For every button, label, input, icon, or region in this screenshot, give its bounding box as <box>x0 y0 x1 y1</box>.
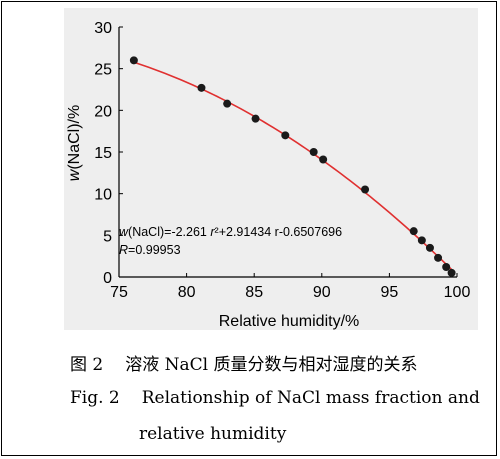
data-point <box>442 263 451 271</box>
data-point <box>409 227 418 236</box>
fit-equation: w(NaCl)=-2.261 r²+2.91434 r-0.6507696 <box>119 225 342 239</box>
chart: 75 80 85 90 95 100 0 5 10 15 20 25 30 Relative humid… <box>66 20 470 330</box>
data-point <box>309 148 318 156</box>
data-points <box>129 56 456 277</box>
x-tick-label: 80 <box>178 284 196 301</box>
caption-en-number: Fig. 2 <box>70 388 120 408</box>
data-point <box>361 185 370 194</box>
x-tick-label: 75 <box>110 284 128 301</box>
data-point <box>319 155 328 164</box>
data-point <box>129 56 138 65</box>
caption-english-line2: relative humidity <box>139 424 287 444</box>
y-tick-label: 30 <box>94 20 112 37</box>
data-point <box>197 83 206 92</box>
x-tick-label: 100 <box>444 284 471 301</box>
caption-en-text-line1: Relationship of NaCl mass fraction and <box>141 388 480 408</box>
axes <box>118 26 458 278</box>
tick-labels: 75 80 85 90 95 100 0 5 10 15 20 25 30 <box>94 20 470 301</box>
y-tick-label: 25 <box>94 62 112 79</box>
x-tick-label: 90 <box>313 284 331 301</box>
data-point <box>425 243 434 252</box>
x-axis-label: Relative humidity/% <box>219 313 360 330</box>
data-point <box>223 99 232 108</box>
data-point <box>447 268 456 277</box>
y-axis-label: w(NaCl)/% <box>66 105 83 181</box>
fit-curve <box>132 61 455 273</box>
y-tick-label: 15 <box>94 145 112 162</box>
x-tick-label: 85 <box>245 284 263 301</box>
fit-r-value: R=0.99953 <box>119 243 181 257</box>
data-point <box>281 131 290 140</box>
data-point <box>434 253 443 262</box>
caption-cn-text: 溶液 NaCl 质量分数与相对湿度的关系 <box>125 355 418 375</box>
x-tick-label: 95 <box>381 284 399 301</box>
data-point <box>251 114 260 123</box>
y-tick-label: 0 <box>103 270 112 287</box>
data-point <box>417 236 426 245</box>
caption-cn-number: 图 2 <box>70 355 104 375</box>
caption-english: Fig. 2 Relationship of NaCl mass fraction… <box>70 388 480 408</box>
y-tick-label: 10 <box>94 187 112 204</box>
y-tick-label: 5 <box>103 228 112 245</box>
y-tick-label: 20 <box>94 103 112 120</box>
caption-chinese: 图 2 溶液 NaCl 质量分数与相对湿度的关系 <box>70 350 418 375</box>
